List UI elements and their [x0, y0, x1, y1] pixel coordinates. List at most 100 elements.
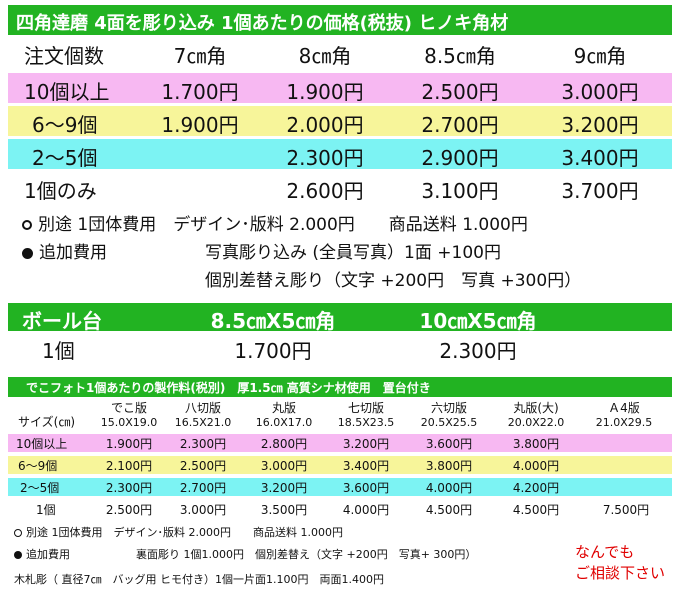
price-cell: 1.900円	[105, 437, 153, 451]
price-cell: 2.900円	[421, 146, 499, 170]
price-cell: 2.300円	[286, 146, 364, 170]
deko-col-dim: 20.5X25.5	[420, 416, 478, 429]
filled-bullet-icon	[14, 551, 22, 559]
hinoki-note-extra: 追加費用	[22, 238, 107, 263]
hinoki-note-fees: 別途 1団体費用 デザイン･版料 2.000円 商品送料 1.000円	[22, 210, 528, 235]
circle-bullet-icon	[14, 529, 22, 537]
price-cell: 1.900円	[286, 80, 364, 104]
row-label: 2～5個	[20, 481, 60, 495]
deko-col-name: 丸版	[271, 401, 296, 415]
deko-note-tag: 木札彫（ 直径7㎝ バッグ用 ヒモ付き）1個一片面1.100円 両面1.400円	[14, 573, 384, 586]
hinoki-row-1only: 1個のみ 2.600円 3.100円 3.700円	[8, 172, 672, 203]
ball-row-label: 1個	[42, 339, 75, 363]
price-cell: 3.000円	[260, 459, 308, 473]
hinoki-col-9: 9㎝角	[573, 44, 627, 68]
hinoki-note-photo: 写真彫り込み (全員写真）1面 +100円	[205, 243, 501, 263]
ball-price-10: 2.300円	[439, 339, 517, 363]
price-cell: 2.700円	[421, 113, 499, 137]
price-cell: 3.400円	[342, 459, 390, 473]
filled-bullet-icon	[22, 247, 33, 259]
deko-col-name: 丸版(大)	[513, 401, 559, 415]
deko-col-dim: 21.0X29.5	[595, 416, 653, 429]
row-label: 1個	[36, 503, 56, 517]
price-cell: 2.800円	[260, 437, 308, 451]
price-cell: 2.300円	[179, 437, 227, 451]
ball-col-10: 10㎝X5㎝角	[419, 309, 537, 331]
hinoki-row-6to9: 6～9個 1.900円 2.000円 2.700円 3.200円	[8, 106, 672, 137]
ball-col-85: 8.5㎝X5㎝角	[210, 309, 336, 331]
deko-note-extra: 追加費用	[14, 546, 70, 562]
price-cell: 2.300円	[105, 481, 153, 495]
deko-col-dim: 15.0X19.0	[100, 416, 158, 429]
hinoki-header-bar: 四角達磨 4面を彫り込み 1個あたりの価格(税抜) ヒノキ角材	[8, 5, 672, 35]
row-label: 2～5個	[32, 146, 98, 170]
price-cell: 1.700円	[161, 80, 239, 104]
row-label: 10個以上	[16, 437, 68, 451]
row-label: 6～9個	[18, 459, 58, 473]
price-cell: 3.200円	[342, 437, 390, 451]
deko-col-name: でこ版	[110, 401, 147, 415]
hinoki-row-10plus: 10個以上 1.700円 1.900円 2.500円 3.000円	[8, 73, 672, 104]
hinoki-corner-label: 注文個数	[24, 44, 104, 68]
deko-row-1: 1個 2.500円 3.000円 3.500円 4.000円 4.500円 4.…	[8, 500, 672, 518]
price-cell: 3.400円	[561, 146, 639, 170]
hinoki-col-85: 8.5㎝角	[424, 44, 496, 68]
ball-title: ボール台	[22, 309, 102, 331]
deko-col-name: 八切版	[184, 401, 221, 415]
circle-bullet-icon	[22, 220, 32, 230]
deko-col-dim: 20.0X22.0	[507, 416, 565, 429]
price-cell: 2.500円	[179, 459, 227, 473]
deko-header-bar: でこフォト1個あたりの製作料(税別) 厚1.5㎝ 高質シナ材使用 置台付き	[8, 377, 672, 397]
deko-row-10plus: 10個以上 1.900円 2.300円 2.800円 3.200円 3.600円…	[8, 434, 672, 452]
row-label: 6～9個	[32, 113, 98, 137]
price-cell: 3.800円	[512, 437, 560, 451]
hinoki-note-swap: 個別差替え彫り（文字 +200円 写真 +300円）	[205, 271, 582, 291]
deko-row-6to9: 6～9個 2.100円 2.500円 3.000円 3.400円 3.800円 …	[8, 456, 672, 474]
price-cell: 2.000円	[286, 113, 364, 137]
deko-col-dim: 18.5X23.5	[337, 416, 395, 429]
row-label: 10個以上	[24, 80, 110, 104]
price-cell: 3.200円	[260, 481, 308, 495]
deko-title: でこフォト1個あたりの製作料(税別) 厚1.5㎝ 高質シナ材使用 置台付き	[26, 381, 431, 395]
hinoki-col-8: 8㎝角	[298, 44, 352, 68]
price-cell: 4.000円	[425, 481, 473, 495]
deko-col-dim: 16.5X21.0	[174, 416, 232, 429]
price-cell: 3.200円	[561, 113, 639, 137]
contact-line-2: ご相談下さい	[575, 564, 666, 582]
hinoki-title: 四角達磨 4面を彫り込み 1個あたりの価格(税抜) ヒノキ角材	[16, 13, 509, 34]
price-cell: 4.000円	[342, 503, 390, 517]
price-cell: 2.100円	[105, 459, 153, 473]
price-cell: 1.900円	[161, 113, 239, 137]
price-cell: 3.000円	[561, 80, 639, 104]
price-cell: 2.700円	[179, 481, 227, 495]
price-cell: 4.000円	[512, 459, 560, 473]
price-cell: 7.500円	[602, 503, 650, 517]
price-cell: 2.600円	[286, 179, 364, 203]
price-cell: 4.500円	[425, 503, 473, 517]
deko-note-back: 裏面彫り 1個1.000円 個別差替え（文字 +200円 写真+ 300円）	[136, 548, 477, 561]
deko-col-name: 七切版	[347, 401, 384, 415]
deko-col-name: 六切版	[430, 401, 467, 415]
price-cell: 3.800円	[425, 459, 473, 473]
ball-price-85: 1.700円	[234, 339, 312, 363]
ball-header-bar: ボール台 8.5㎝X5㎝角 10㎝X5㎝角	[8, 303, 672, 331]
hinoki-row-2to5: 2～5個 2.300円 2.900円 3.400円	[8, 139, 672, 170]
price-cell: 3.100円	[421, 179, 499, 203]
price-cell: 3.500円	[260, 503, 308, 517]
deko-col-dim: 16.0X17.0	[255, 416, 313, 429]
price-cell: 3.000円	[179, 503, 227, 517]
hinoki-col-7: 7㎝角	[173, 44, 227, 68]
price-cell: 4.500円	[512, 503, 560, 517]
price-cell: 4.200円	[512, 481, 560, 495]
price-cell: 2.500円	[105, 503, 153, 517]
row-label: 1個のみ	[24, 179, 97, 203]
contact-line-1: なんでも	[575, 543, 635, 561]
price-cell: 3.700円	[561, 179, 639, 203]
price-cell: 2.500円	[421, 80, 499, 104]
deko-size-label: サイズ(㎝)	[18, 415, 76, 429]
deko-row-2to5: 2～5個 2.300円 2.700円 3.200円 3.600円 4.000円 …	[8, 478, 672, 496]
price-cell: 3.600円	[342, 481, 390, 495]
price-cell: 3.600円	[425, 437, 473, 451]
deko-note-fees: 別途 1団体費用 デザイン･版料 2.000円 商品送料 1.000円	[14, 524, 343, 540]
deko-col-name: Ａ4版	[608, 401, 640, 415]
